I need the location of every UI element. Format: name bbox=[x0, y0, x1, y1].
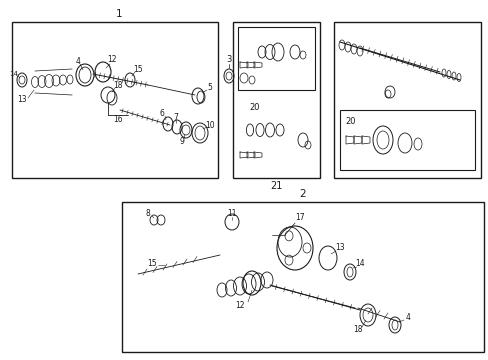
Text: 10: 10 bbox=[205, 121, 214, 130]
Text: 20: 20 bbox=[249, 104, 260, 112]
Text: 18: 18 bbox=[352, 325, 362, 334]
Text: 11: 11 bbox=[227, 208, 236, 217]
Text: 9: 9 bbox=[179, 138, 184, 147]
Text: 13: 13 bbox=[334, 243, 344, 252]
Text: 8: 8 bbox=[145, 208, 150, 217]
Text: 16: 16 bbox=[113, 116, 122, 125]
Text: 1: 1 bbox=[116, 9, 122, 19]
Text: 4: 4 bbox=[405, 314, 409, 323]
Text: 15: 15 bbox=[147, 258, 157, 267]
Bar bbox=[339, 110, 474, 170]
Text: 17: 17 bbox=[295, 213, 304, 222]
Text: 4: 4 bbox=[76, 57, 80, 66]
Bar bbox=[232, 22, 319, 178]
Bar bbox=[333, 22, 480, 178]
Text: 2: 2 bbox=[299, 189, 305, 199]
Text: 5: 5 bbox=[207, 84, 212, 93]
Text: 19: 19 bbox=[487, 93, 488, 103]
Bar bbox=[238, 27, 314, 90]
Text: 13: 13 bbox=[17, 95, 27, 104]
Text: 20: 20 bbox=[345, 117, 355, 126]
Text: 12: 12 bbox=[235, 301, 244, 310]
Text: 14: 14 bbox=[354, 258, 364, 267]
Bar bbox=[122, 202, 483, 352]
Text: 12: 12 bbox=[107, 55, 117, 64]
Text: 18: 18 bbox=[113, 81, 122, 90]
Text: 14: 14 bbox=[10, 71, 19, 77]
Bar bbox=[12, 22, 218, 178]
Text: 6: 6 bbox=[159, 108, 164, 117]
Text: 21: 21 bbox=[269, 181, 282, 191]
Text: 3: 3 bbox=[226, 55, 231, 64]
Text: 15: 15 bbox=[133, 66, 142, 75]
Text: 7: 7 bbox=[173, 112, 178, 122]
